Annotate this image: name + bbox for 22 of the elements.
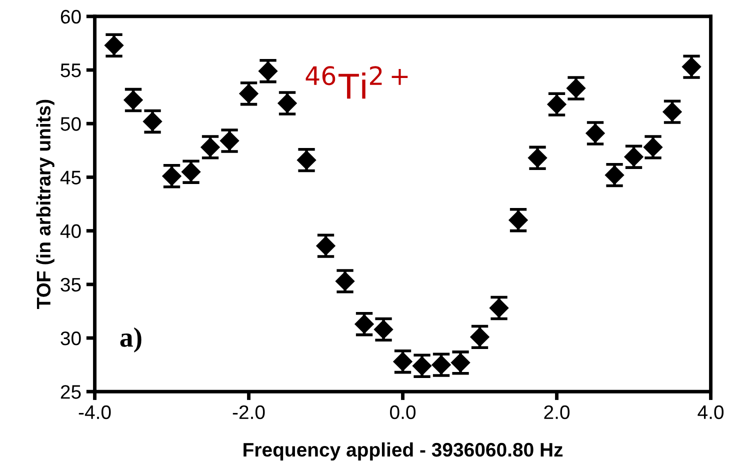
y-tick-label: 35 bbox=[60, 278, 81, 292]
annotation: a) bbox=[120, 327, 142, 353]
y-tick-label: 50 bbox=[60, 117, 81, 131]
x-axis-title: Frequency applied - 3936060.80 Hz bbox=[244, 442, 563, 461]
point bbox=[354, 314, 374, 334]
x-tick-label: -4.0 bbox=[78, 405, 111, 420]
annotation: $^{46}$Ti$^{2+}$ bbox=[306, 66, 408, 99]
x-tick-label: 2.0 bbox=[544, 405, 570, 420]
y-tick-label: 30 bbox=[60, 331, 81, 346]
y-tick-label: 45 bbox=[60, 170, 81, 184]
x-tick-label: -2.0 bbox=[232, 405, 265, 420]
point bbox=[470, 327, 490, 346]
y-tick-label: 60 bbox=[60, 10, 81, 24]
x-tick-label: 4.0 bbox=[698, 405, 724, 420]
point bbox=[393, 352, 412, 372]
y-tick-label: 55 bbox=[60, 64, 81, 78]
point bbox=[239, 84, 258, 104]
point bbox=[508, 210, 528, 230]
y-tick-label: 25 bbox=[60, 385, 81, 399]
y-tick-label: 40 bbox=[60, 224, 81, 238]
y-axis-title: TOF (in arbitrary units) bbox=[36, 100, 54, 309]
x-tick-label: 0.0 bbox=[390, 405, 416, 420]
